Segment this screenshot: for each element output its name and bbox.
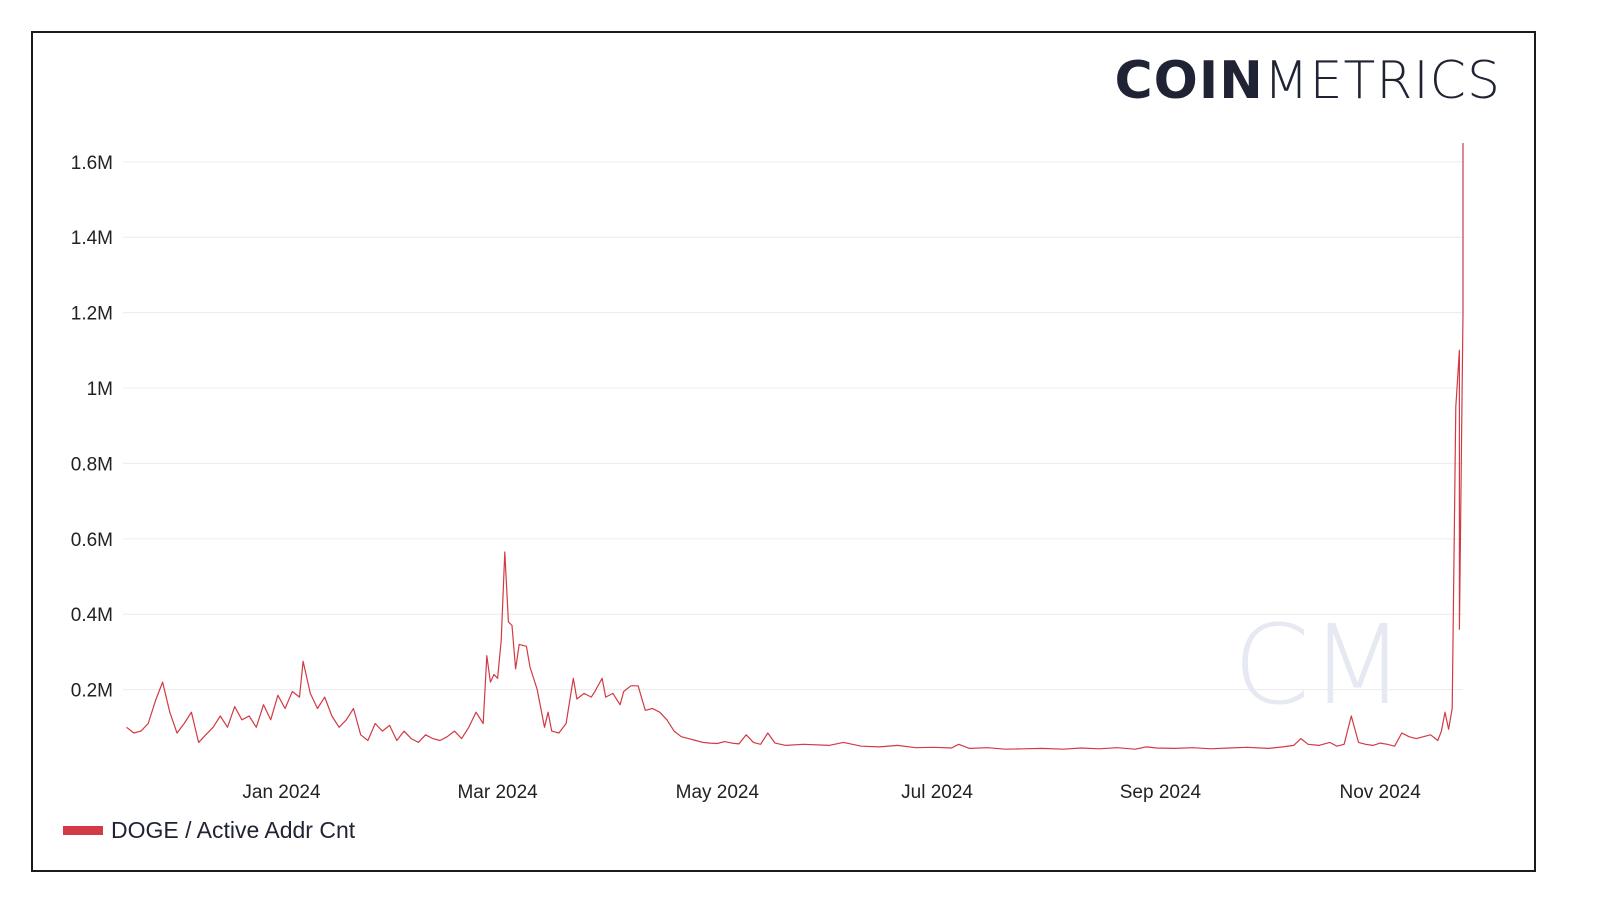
y-axis: 0.2M 0.4M 0.6M 0.8M 1M 1.2M 1.4M 1.6M: [71, 153, 113, 702]
x-tick-label: Jul 2024: [901, 782, 973, 803]
logo-text-light: METRICS: [1263, 51, 1501, 111]
y-tick-label: 1.6M: [71, 153, 113, 174]
y-tick-label: 0.2M: [71, 681, 113, 702]
y-tick-label: 0.6M: [71, 530, 113, 551]
chart-frame: COINMETRICS CM 0.2M 0.4M 0.6M 0.8M 1M 1.2M 1.4…: [31, 31, 1536, 872]
coinmetrics-watermark: CM: [1233, 601, 1405, 729]
series-lines: [126, 143, 1464, 750]
coinmetrics-logo: COINMETRICS: [1114, 55, 1501, 107]
series-line: [126, 143, 1464, 750]
legend-swatch: [63, 826, 103, 835]
y-tick-label: 1.4M: [71, 228, 113, 249]
line-chart: CM 0.2M 0.4M 0.6M 0.8M 1M 1.2M 1.4M 1.6M Jan 20…: [71, 143, 1464, 803]
x-tick-label: May 2024: [676, 782, 760, 803]
x-tick-label: Mar 2024: [457, 782, 538, 803]
y-tick-label: 1M: [87, 379, 113, 400]
y-tick-label: 0.8M: [71, 454, 113, 475]
x-tick-label: Nov 2024: [1339, 782, 1421, 803]
legend-label: DOGE / Active Addr Cnt: [111, 817, 356, 843]
x-tick-label: Sep 2024: [1120, 782, 1202, 803]
x-axis: Jan 2024 Mar 2024 May 2024 Jul 2024 Sep 2024…: [242, 782, 1421, 803]
y-tick-label: 1.2M: [71, 304, 113, 325]
gridlines: [123, 161, 1463, 691]
logo-text-bold: COIN: [1114, 51, 1264, 111]
y-tick-label: 0.4M: [71, 605, 113, 626]
legend[interactable]: DOGE / Active Addr Cnt: [63, 817, 355, 844]
x-tick-label: Jan 2024: [242, 782, 321, 803]
